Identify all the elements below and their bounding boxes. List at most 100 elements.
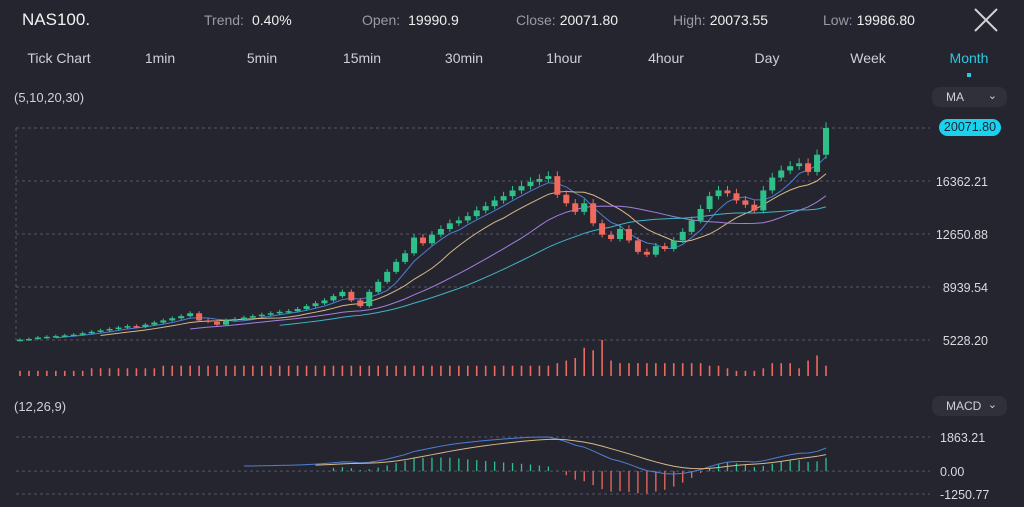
volume-bar — [404, 365, 406, 376]
volume-bar — [717, 365, 720, 376]
volume-bar — [332, 365, 335, 376]
candle-up — [97, 330, 104, 332]
tab-4hour[interactable]: 4hour — [648, 50, 684, 66]
candle-up — [79, 333, 86, 335]
tab-5min[interactable]: 5min — [246, 50, 278, 66]
volume-bar — [90, 368, 93, 376]
price-tick-label: 16362.21 — [936, 175, 988, 189]
candle-up — [545, 176, 552, 180]
candle-up — [581, 203, 588, 212]
candle-up — [34, 337, 41, 340]
volume-bar — [153, 368, 156, 376]
tab-1hour[interactable]: 1hour — [546, 50, 582, 66]
candle-down — [724, 190, 731, 194]
candle-down — [751, 204, 758, 211]
candle-down — [608, 234, 615, 239]
volume-bar — [449, 365, 451, 376]
volume-bar — [19, 370, 21, 376]
tab-month[interactable]: Month — [949, 50, 989, 66]
volume-bar — [431, 365, 433, 376]
stat-open: Open: 19990.9 — [362, 12, 459, 28]
candle-up — [88, 331, 95, 334]
stat-high: High: 20073.55 — [673, 12, 768, 28]
candle-up — [518, 186, 525, 191]
candle-down — [742, 200, 749, 205]
volume-bar — [350, 365, 353, 376]
volume-bar — [699, 363, 702, 376]
volume-bar — [314, 365, 317, 376]
volume-bar — [753, 370, 756, 376]
candle-up — [258, 314, 265, 317]
volume-bar — [46, 370, 48, 376]
macd-params: (12,26,9) — [14, 399, 67, 414]
candle-up — [43, 336, 50, 339]
volume-bar — [601, 340, 603, 376]
volume-bar — [81, 370, 84, 376]
candle-up — [527, 181, 534, 187]
volume-bar — [520, 365, 523, 376]
price-tick-label: 12650.88 — [936, 228, 988, 242]
tab-1min[interactable]: 1min — [144, 50, 176, 66]
stat-value: 0.40% — [251, 12, 292, 28]
candle-up — [787, 166, 794, 171]
volume-bar — [529, 365, 532, 376]
volume-bar — [672, 363, 675, 376]
volume-bar — [708, 365, 711, 376]
candle-up — [375, 281, 382, 292]
volume-bar — [55, 370, 57, 376]
candle-up — [679, 231, 686, 241]
volume-bar — [744, 370, 747, 376]
volume-bar — [493, 365, 496, 376]
candle-up — [393, 261, 400, 272]
candle-up — [312, 303, 319, 307]
volume-bar — [726, 368, 729, 376]
volume-bar — [538, 365, 541, 376]
candle-up — [536, 179, 543, 182]
volume-bar — [28, 370, 30, 376]
candle-up — [464, 216, 471, 221]
volume-bar — [422, 365, 424, 376]
indicator-select-macd[interactable]: MACD ⌄ — [932, 396, 1007, 416]
candle-down — [196, 313, 203, 321]
volume-bar — [117, 368, 120, 376]
volume-bar — [780, 363, 783, 376]
candle-up — [446, 223, 453, 230]
candle-up — [240, 317, 247, 320]
candle-down — [805, 163, 812, 172]
candle-up — [760, 190, 767, 211]
candle-up — [491, 200, 498, 207]
tab-30min[interactable]: 30min — [444, 50, 484, 66]
candle-up — [796, 163, 803, 167]
timeframe-tabs: Tick Chart 1min 5min 15min 30min 1hour 4… — [0, 50, 1024, 72]
volume-bar — [278, 365, 281, 376]
candle-up — [769, 177, 776, 191]
volume-bar — [619, 363, 621, 376]
tab-day[interactable]: Day — [754, 50, 780, 66]
volume-bar — [466, 365, 469, 376]
volume-bar — [126, 368, 129, 376]
candle-up — [778, 170, 785, 178]
volume-bar — [377, 365, 380, 376]
indicator-select-ma[interactable]: MA ⌄ — [932, 87, 1007, 107]
volume-bar — [395, 365, 397, 376]
volume-bar — [610, 360, 612, 376]
volume-bar — [216, 365, 218, 376]
candle-down — [733, 193, 740, 201]
tab-tick-chart[interactable]: Tick Chart — [27, 50, 91, 66]
stat-label: Trend: — [204, 12, 244, 28]
volume-bar — [296, 365, 299, 376]
candle-up — [303, 306, 310, 309]
candle-down — [554, 176, 561, 195]
volume-bar — [664, 363, 666, 376]
macd-dif-line — [243, 436, 827, 475]
macd-tick-label: 0.00 — [940, 465, 964, 479]
volume-bar — [162, 365, 165, 376]
tab-15min[interactable]: 15min — [342, 50, 382, 66]
volume-bar — [189, 365, 191, 376]
candle-up — [276, 311, 283, 314]
tab-week[interactable]: Week — [850, 50, 886, 66]
candle-up — [169, 318, 176, 321]
close-x-icon[interactable] — [972, 6, 1000, 34]
chevron-down-icon: ⌄ — [987, 90, 997, 102]
